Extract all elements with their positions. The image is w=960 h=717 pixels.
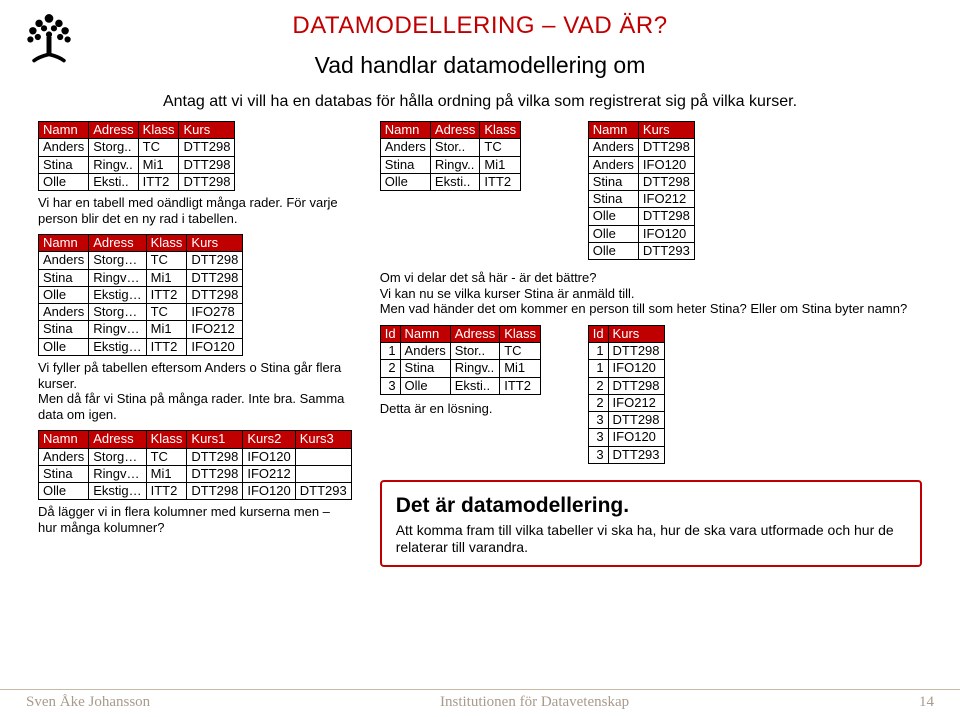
- column-left: NamnAdressKlassKursAndersStorg..TCDTT298…: [38, 121, 352, 567]
- slide-subtitle: Vad handlar datamodellering om: [30, 52, 930, 79]
- org-logo: [18, 6, 80, 68]
- caption-1: Vi har en tabell med oändligt många rade…: [38, 195, 352, 226]
- table-2: NamnAdressKlassKursAndersStorg…TCDTT298S…: [38, 234, 243, 356]
- table-7: IdKurs1DTT2981IFO1202DTT2982IFO2123DTT29…: [588, 325, 665, 464]
- callout-box: Det är datamodellering. Att komma fram t…: [380, 480, 922, 568]
- callout-body: Att komma fram till vilka tabeller vi sk…: [396, 522, 906, 556]
- table-6: IdNamnAdressKlass1AndersStor..TC2StinaRi…: [380, 325, 541, 395]
- caption-4: Om vi delar det så här - är det bättre?V…: [380, 270, 922, 317]
- footer-author: Sven Åke Johansson: [26, 694, 150, 711]
- table-1: NamnAdressKlassKursAndersStorg..TCDTT298…: [38, 121, 235, 191]
- column-mid-right: NamnAdressKlassAndersStor..TCStinaRingv.…: [380, 121, 922, 567]
- table-5: NamnKursAndersDTT298AndersIFO120StinaDTT…: [588, 121, 695, 260]
- footer-page-number: 14: [919, 694, 934, 711]
- caption-2: Vi fyller på tabellen eftersom Anders o …: [38, 360, 352, 422]
- footer-institution: Institutionen för Datavetenskap: [440, 694, 629, 711]
- slide-title: DATAMODELLERING – VAD ÄR?: [30, 12, 930, 40]
- slide-footer: Sven Åke Johansson Institutionen för Dat…: [0, 689, 960, 711]
- intro-text: Antag att vi vill ha en databas för håll…: [30, 93, 930, 111]
- caption-3: Då lägger vi in flera kolumner med kurse…: [38, 504, 352, 535]
- callout-title: Det är datamodellering.: [396, 494, 906, 518]
- slide: DATAMODELLERING – VAD ÄR? Vad handlar da…: [0, 0, 960, 717]
- table-4: NamnAdressKlassAndersStor..TCStinaRingv.…: [380, 121, 521, 191]
- table-3: NamnAdressKlassKurs1Kurs2Kurs3AndersStor…: [38, 430, 352, 500]
- content-columns: NamnAdressKlassKursAndersStorg..TCDTT298…: [30, 121, 930, 567]
- caption-5: Detta är en lösning.: [380, 401, 566, 417]
